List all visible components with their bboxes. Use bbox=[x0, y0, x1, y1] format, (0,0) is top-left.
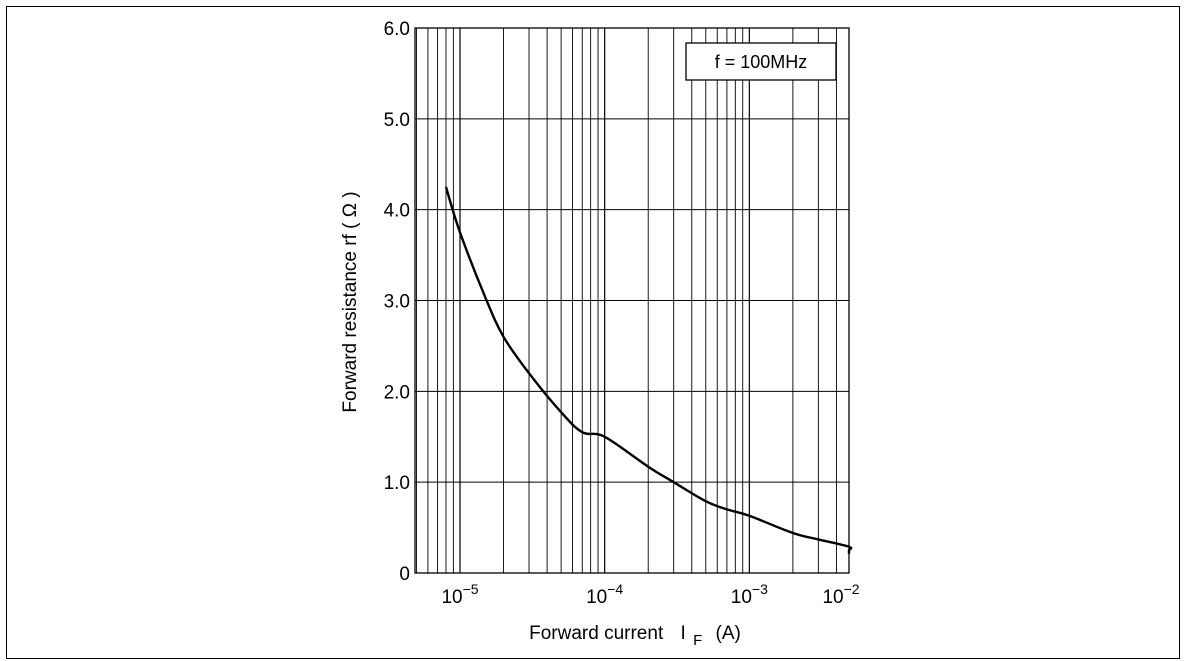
annotation-border bbox=[685, 42, 837, 81]
x-axis-label: Forward current I F (A) bbox=[529, 623, 741, 650]
x-axis-label-text: Forward current bbox=[529, 623, 664, 644]
y-tick-label: 5.0 bbox=[384, 110, 410, 131]
x-axis-label-symbol: I bbox=[681, 623, 686, 644]
y-tick-label: 2.0 bbox=[384, 382, 410, 403]
y-tick-label: 4.0 bbox=[384, 201, 410, 222]
x-tick-label: 10−5 bbox=[441, 581, 478, 608]
y-tick-label: 3.0 bbox=[384, 292, 410, 313]
resistance-curve bbox=[444, 186, 853, 554]
x-tick-label: 10−3 bbox=[731, 581, 768, 608]
plot-area-border bbox=[414, 27, 850, 574]
x-tick-label: 10−4 bbox=[586, 581, 623, 608]
y-tick-labels: 0 1.0 2.0 3.0 4.0 5.0 6.0 bbox=[384, 19, 410, 585]
x-axis-label-unit: (A) bbox=[716, 623, 741, 644]
x-axis-label-subscript: F bbox=[693, 632, 702, 649]
annotation-text: f = 100MHz bbox=[715, 52, 808, 72]
y-tick-label: 1.0 bbox=[384, 473, 410, 494]
x-tick-labels: 10−5 10−4 10−3 10−2 bbox=[441, 581, 859, 608]
y-tick-label: 0 bbox=[399, 564, 410, 585]
figure-frame bbox=[6, 6, 1180, 659]
grid-major-lines bbox=[415, 28, 849, 573]
y-axis-label: Forward resistance rf ( Ω ) bbox=[340, 191, 361, 412]
annotation-box: f = 100MHz bbox=[685, 42, 837, 81]
x-tick-label: 10−2 bbox=[822, 581, 859, 608]
y-tick-label: 6.0 bbox=[384, 19, 410, 40]
